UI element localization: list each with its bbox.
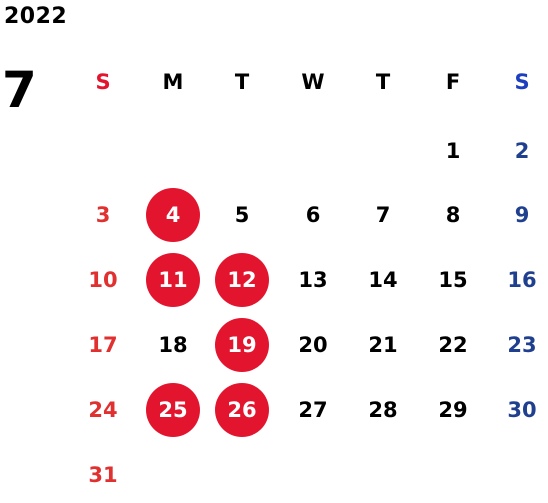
day-cell-15[interactable]: 15 xyxy=(438,267,468,292)
day-cell-24[interactable]: 24 xyxy=(88,397,118,422)
day-cell-16[interactable]: 16 xyxy=(507,267,537,292)
day-cell-27[interactable]: 27 xyxy=(298,397,328,422)
day-cell-17[interactable]: 17 xyxy=(88,332,118,357)
day-cell-9[interactable]: 9 xyxy=(514,202,530,227)
day-cell-highlighted-11[interactable]: 11 xyxy=(146,253,200,307)
day-cell-1[interactable]: 1 xyxy=(445,138,461,163)
day-cell-2[interactable]: 2 xyxy=(514,138,530,163)
day-cell-6[interactable]: 6 xyxy=(305,202,321,227)
day-cell-20[interactable]: 20 xyxy=(298,332,328,357)
day-cell-28[interactable]: 28 xyxy=(368,397,398,422)
day-cell-highlighted-19[interactable]: 19 xyxy=(215,318,269,372)
weekday-sat: S xyxy=(514,70,530,94)
day-cell-highlighted-26[interactable]: 26 xyxy=(215,383,269,437)
day-cell-18[interactable]: 18 xyxy=(158,332,188,357)
day-cell-21[interactable]: 21 xyxy=(368,332,398,357)
weekday-sun: S xyxy=(95,70,111,94)
calendar-month: 7 xyxy=(2,61,37,119)
day-cell-3[interactable]: 3 xyxy=(95,202,111,227)
day-cell-22[interactable]: 22 xyxy=(438,332,468,357)
day-cell-29[interactable]: 29 xyxy=(438,397,468,422)
day-cell-5[interactable]: 5 xyxy=(234,202,250,227)
day-cell-31[interactable]: 31 xyxy=(88,462,118,487)
day-cell-23[interactable]: 23 xyxy=(507,332,537,357)
day-cell-highlighted-4[interactable]: 4 xyxy=(146,188,200,242)
calendar-year: 2022 xyxy=(4,4,68,29)
day-cell-highlighted-25[interactable]: 25 xyxy=(146,383,200,437)
weekday-mon: M xyxy=(162,70,184,94)
day-cell-14[interactable]: 14 xyxy=(368,267,398,292)
weekday-tue: T xyxy=(234,70,250,94)
weekday-wed: W xyxy=(301,70,325,94)
day-cell-8[interactable]: 8 xyxy=(445,202,461,227)
day-cell-30[interactable]: 30 xyxy=(507,397,537,422)
weekday-fri: F xyxy=(445,70,461,94)
day-cell-10[interactable]: 10 xyxy=(88,267,118,292)
day-cell-highlighted-12[interactable]: 12 xyxy=(215,253,269,307)
day-cell-7[interactable]: 7 xyxy=(375,202,391,227)
day-cell-13[interactable]: 13 xyxy=(298,267,328,292)
weekday-thu: T xyxy=(375,70,391,94)
